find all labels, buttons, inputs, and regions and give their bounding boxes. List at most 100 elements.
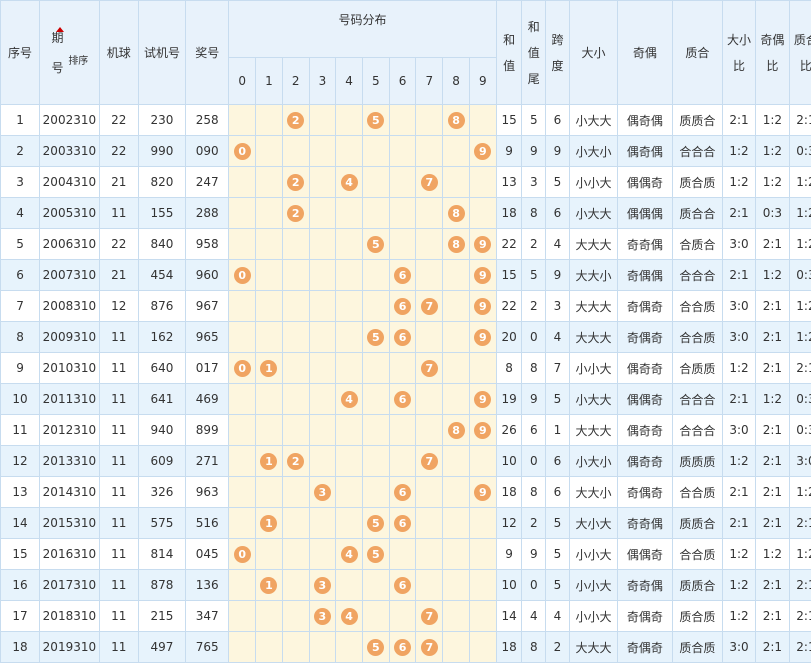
cell-parity: 奇偶奇: [618, 601, 673, 632]
cell-test: 215: [138, 601, 185, 632]
cell-prize: 965: [186, 322, 229, 353]
sort-arrow-icon[interactable]: [56, 27, 64, 32]
cell-dist-8: [443, 601, 470, 632]
number-ball: 7: [421, 174, 438, 191]
cell-sum-tail: 5: [522, 260, 546, 291]
cell-span: 5: [546, 167, 570, 198]
cell-sum-tail: 0: [522, 570, 546, 601]
header-digit-9: 9: [469, 58, 496, 105]
cell-dist-4: [336, 260, 363, 291]
cell-dist-2: 2: [282, 198, 309, 229]
cell-sum-tail: 9: [522, 539, 546, 570]
cell-prime: 合合合: [672, 260, 722, 291]
cell-dist-6: [389, 167, 416, 198]
cell-dist-5: [362, 353, 389, 384]
header-sum-tail: 和值尾: [522, 1, 546, 105]
number-ball: 9: [474, 329, 491, 346]
cell-size-ratio: 3:0: [723, 322, 756, 353]
header-period[interactable]: 期号 排序: [40, 1, 100, 105]
number-ball: 9: [474, 422, 491, 439]
cell-parity-ratio: 2:1: [755, 353, 789, 384]
cell-size: 小小大: [569, 570, 617, 601]
cell-dist-0: 0: [229, 353, 256, 384]
cell-test: 575: [138, 508, 185, 539]
cell-sum: 9: [496, 136, 522, 167]
cell-prime-ratio: 2:1: [789, 601, 811, 632]
cell-span: 4: [546, 322, 570, 353]
cell-span: 9: [546, 136, 570, 167]
cell-size: 大大大: [569, 415, 617, 446]
cell-dist-8: [443, 539, 470, 570]
header-test: 试机号: [138, 1, 185, 105]
cell-dist-7: [416, 508, 443, 539]
cell-span: 2: [546, 632, 570, 663]
cell-prize: 271: [186, 446, 229, 477]
number-ball: 8: [448, 205, 465, 222]
cell-dist-4: [336, 570, 363, 601]
cell-parity-ratio: 2:1: [755, 229, 789, 260]
cell-machine: 11: [99, 415, 138, 446]
cell-span: 1: [546, 415, 570, 446]
number-ball: 4: [341, 608, 358, 625]
cell-prize: 347: [186, 601, 229, 632]
sort-label[interactable]: 排序: [68, 56, 88, 67]
cell-period: 2009310: [40, 322, 100, 353]
cell-sum: 12: [496, 508, 522, 539]
cell-dist-3: [309, 539, 336, 570]
cell-prime: 质合质: [672, 167, 722, 198]
cell-parity-ratio: 1:2: [755, 384, 789, 415]
cell-machine: 11: [99, 570, 138, 601]
cell-span: 6: [546, 477, 570, 508]
cell-span: 4: [546, 229, 570, 260]
number-ball: 3: [314, 577, 331, 594]
cell-dist-8: 8: [443, 198, 470, 229]
cell-prime-ratio: 1:2: [789, 229, 811, 260]
cell-dist-0: [229, 415, 256, 446]
cell-size: 小大大: [569, 105, 617, 136]
number-ball: 9: [474, 484, 491, 501]
cell-dist-9: [469, 601, 496, 632]
cell-dist-9: [469, 570, 496, 601]
cell-dist-7: [416, 136, 443, 167]
cell-period: 2014310: [40, 477, 100, 508]
cell-dist-2: [282, 384, 309, 415]
cell-size: 大大大: [569, 291, 617, 322]
cell-dist-0: [229, 508, 256, 539]
cell-dist-6: [389, 105, 416, 136]
cell-dist-3: [309, 291, 336, 322]
cell-sum-tail: 9: [522, 384, 546, 415]
cell-dist-6: 6: [389, 291, 416, 322]
cell-dist-5: [362, 198, 389, 229]
number-ball: 2: [287, 453, 304, 470]
cell-dist-8: [443, 632, 470, 663]
header-digit-8: 8: [443, 58, 470, 105]
cell-prime-ratio: 0:3: [789, 384, 811, 415]
cell-dist-9: 9: [469, 322, 496, 353]
cell-prize: 967: [186, 291, 229, 322]
number-ball: 8: [448, 422, 465, 439]
cell-parity: 偶奇奇: [618, 446, 673, 477]
cell-dist-9: 9: [469, 415, 496, 446]
cell-prime: 合合质: [672, 539, 722, 570]
cell-sum: 8: [496, 353, 522, 384]
cell-prime-ratio: 1:2: [789, 167, 811, 198]
cell-machine: 11: [99, 477, 138, 508]
cell-dist-6: 6: [389, 322, 416, 353]
cell-dist-9: [469, 353, 496, 384]
cell-prime-ratio: 1:2: [789, 198, 811, 229]
header-parity: 奇偶: [618, 1, 673, 105]
cell-period: 2008310: [40, 291, 100, 322]
cell-seq: 11: [1, 415, 40, 446]
cell-prime-ratio: 1:2: [789, 539, 811, 570]
cell-sum-tail: 4: [522, 601, 546, 632]
cell-span: 6: [546, 105, 570, 136]
cell-dist-7: [416, 415, 443, 446]
cell-size-ratio: 2:1: [723, 508, 756, 539]
